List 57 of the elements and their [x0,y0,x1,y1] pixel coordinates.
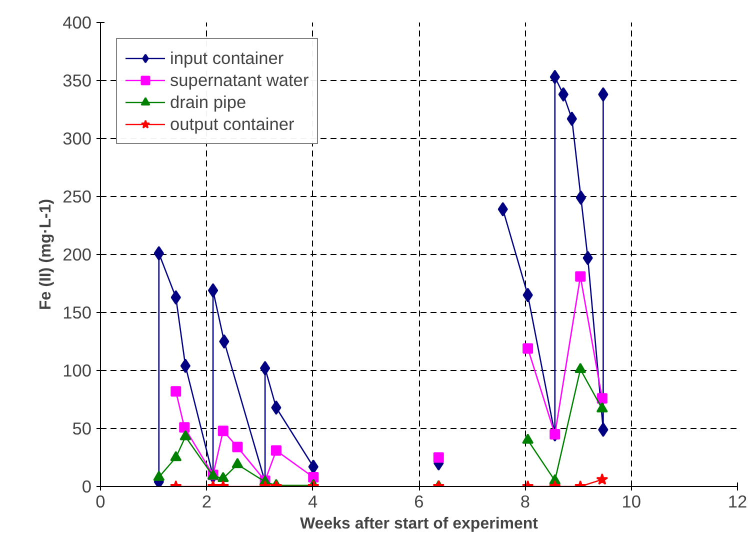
point [270,445,282,456]
legend-label: supernatant water [170,69,309,91]
point [566,112,577,126]
y-tick-label: 300 [62,128,92,148]
legend-label: input container [170,47,284,69]
point [550,70,560,84]
point [219,334,230,349]
point [598,422,608,437]
point [596,473,608,485]
point [576,190,586,205]
x-tick-label: 10 [622,492,641,512]
point [179,422,190,433]
y-tick-label: 250 [62,186,92,206]
point [154,246,164,261]
point [498,202,508,217]
x-tick-label: 0 [96,492,106,512]
point [260,360,270,376]
point [596,402,608,412]
x-axis-title: Weeks after start of experiment [300,516,539,532]
point [433,452,444,463]
point [180,358,191,374]
y-tick-label: 100 [62,360,92,380]
point [522,288,533,302]
y-tick-label: 350 [62,70,92,90]
point [232,458,244,468]
point [170,450,182,462]
y-tick-label: 50 [72,418,92,438]
point [574,362,586,373]
x-tick-label: 12 [728,492,748,512]
y-tick-label: 150 [62,302,92,322]
x-tick-label: 4 [308,492,318,512]
x-tick-label: 2 [202,492,212,512]
x-tick-label: 8 [520,492,530,512]
point [217,472,229,482]
point [180,430,192,440]
point [232,442,243,452]
legend-label: output container [170,113,294,135]
point [598,87,608,102]
legend-label: drain pipe [170,91,246,113]
point [153,470,165,481]
point [170,386,182,397]
x-tick-label: 6 [414,492,424,512]
point [170,290,181,305]
point [575,271,586,282]
y-axis-title: Fe (II) (mg·L-1) [38,198,55,310]
point [522,343,534,354]
point [218,426,228,436]
point [558,87,568,102]
point [308,472,319,482]
point [208,283,218,298]
y-tick-label: 400 [62,12,92,32]
point [522,434,534,444]
point [271,400,282,415]
y-tick-label: 0 [82,476,92,496]
point [582,250,593,266]
point [596,393,608,404]
y-tick-label: 200 [62,244,92,264]
